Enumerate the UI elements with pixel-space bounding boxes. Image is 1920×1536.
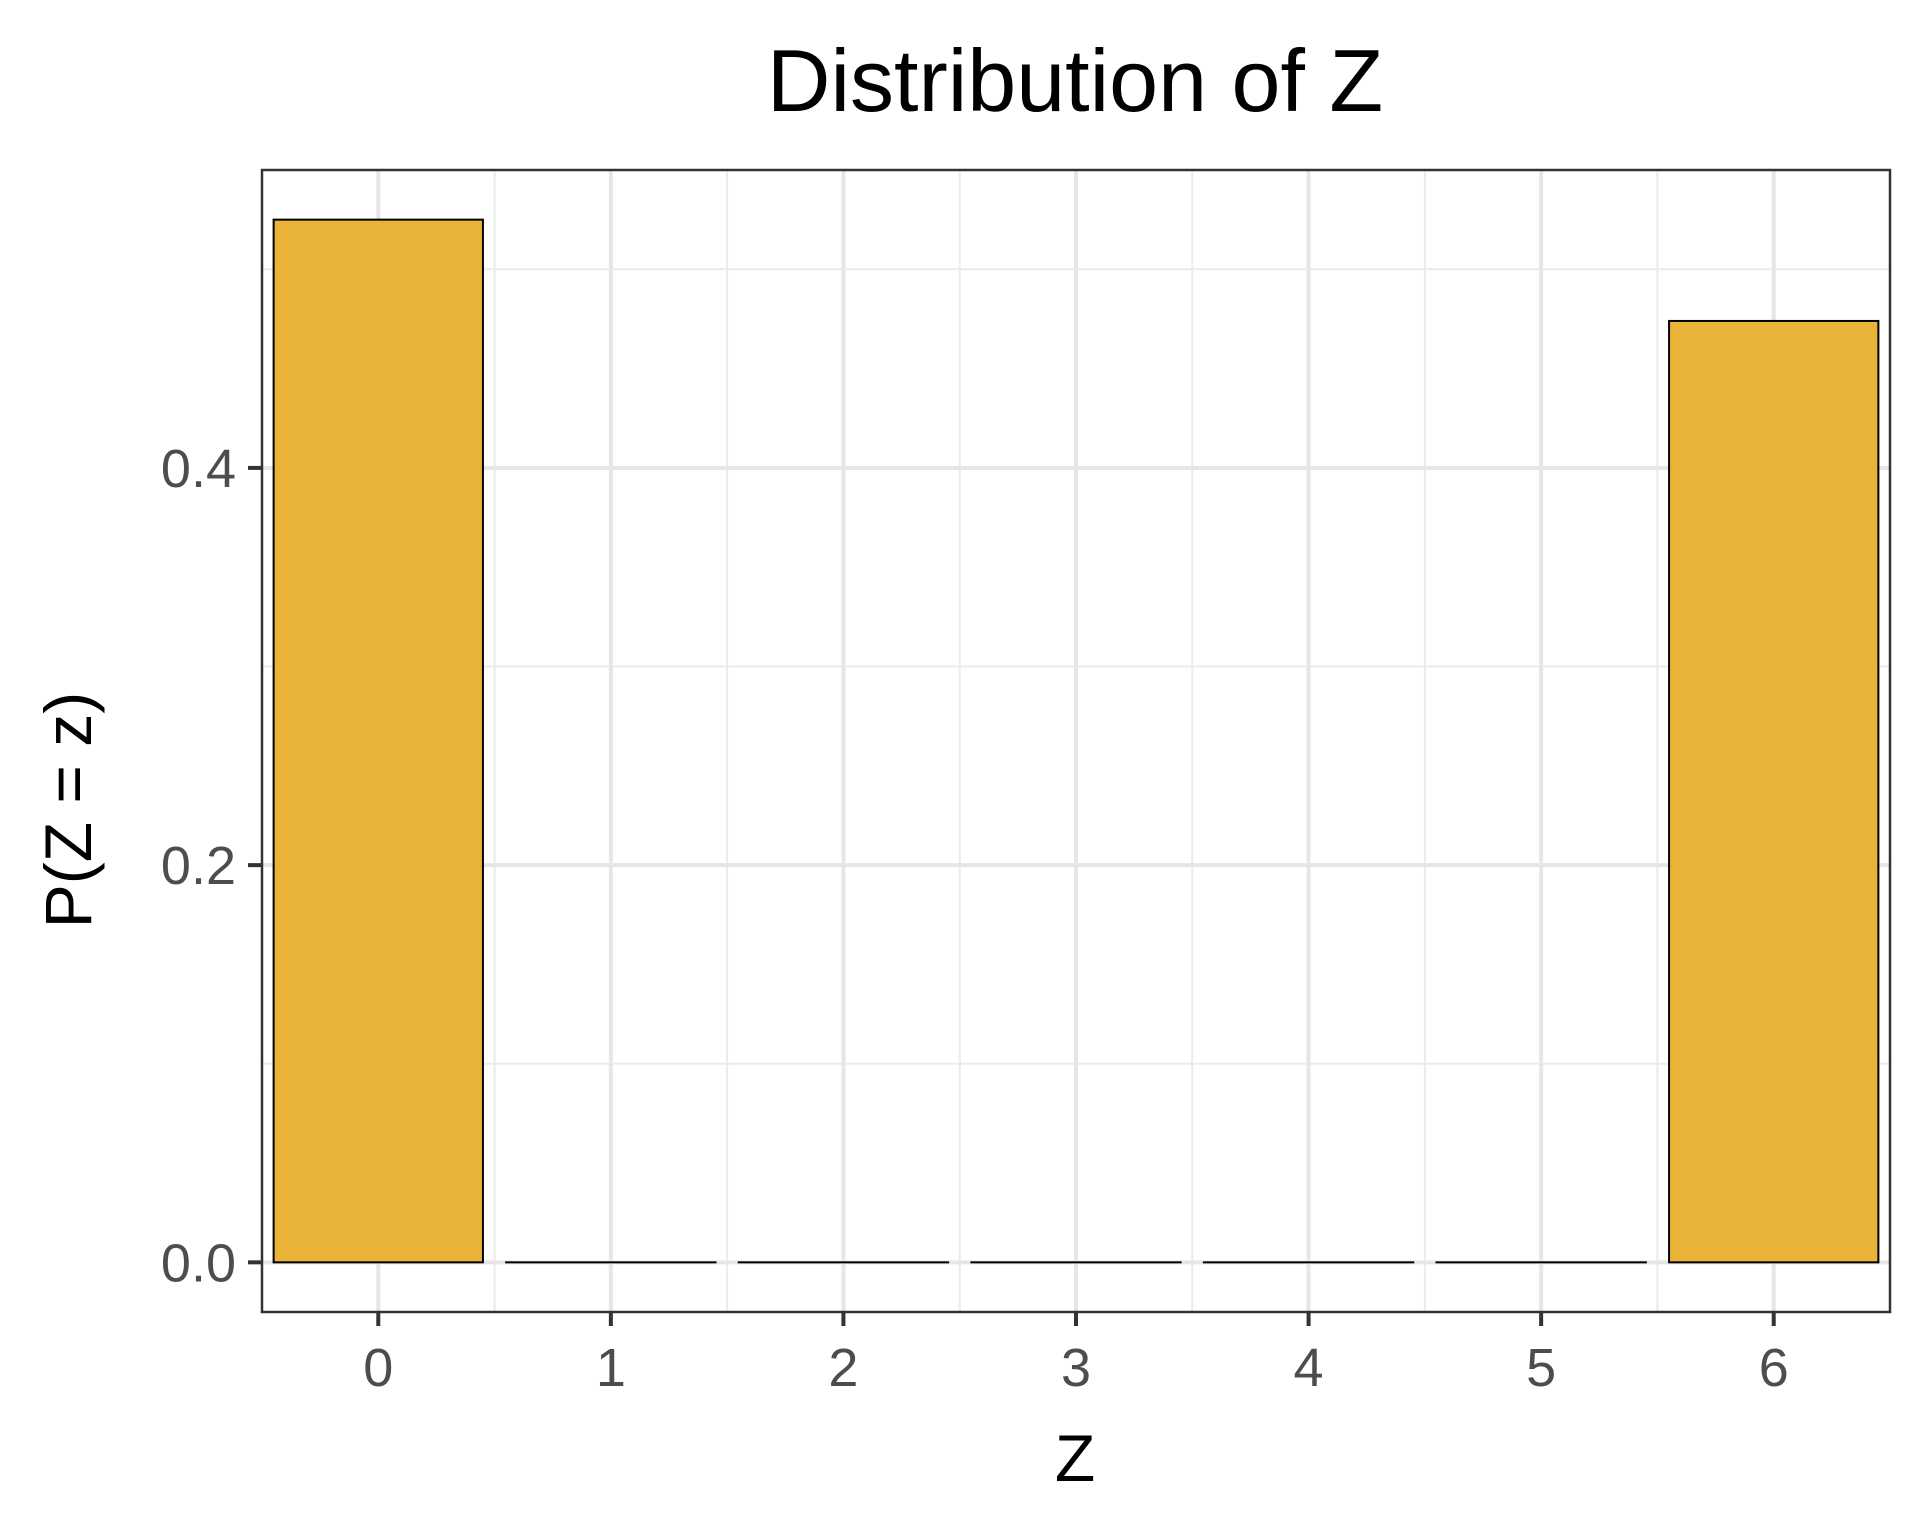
y-tick-label: 0.4 bbox=[161, 439, 236, 499]
x-tick-label: 3 bbox=[1061, 1338, 1091, 1398]
x-axis-label: Z bbox=[1054, 1421, 1096, 1495]
bar-z-6 bbox=[1668, 319, 1880, 1264]
x-tick-label: 5 bbox=[1526, 1338, 1556, 1398]
x-tick-label: 0 bbox=[363, 1338, 393, 1398]
y-tick-label: 0.0 bbox=[161, 1233, 236, 1293]
x-tick-label: 1 bbox=[596, 1338, 626, 1398]
y-tick-label: 0.2 bbox=[161, 836, 236, 896]
bar-z-0 bbox=[272, 218, 484, 1264]
x-tick-label: 2 bbox=[828, 1338, 858, 1398]
x-tick-label: 4 bbox=[1294, 1338, 1324, 1398]
x-tick-label: 6 bbox=[1759, 1338, 1789, 1398]
chart-title: Distribution of Z bbox=[766, 31, 1384, 130]
